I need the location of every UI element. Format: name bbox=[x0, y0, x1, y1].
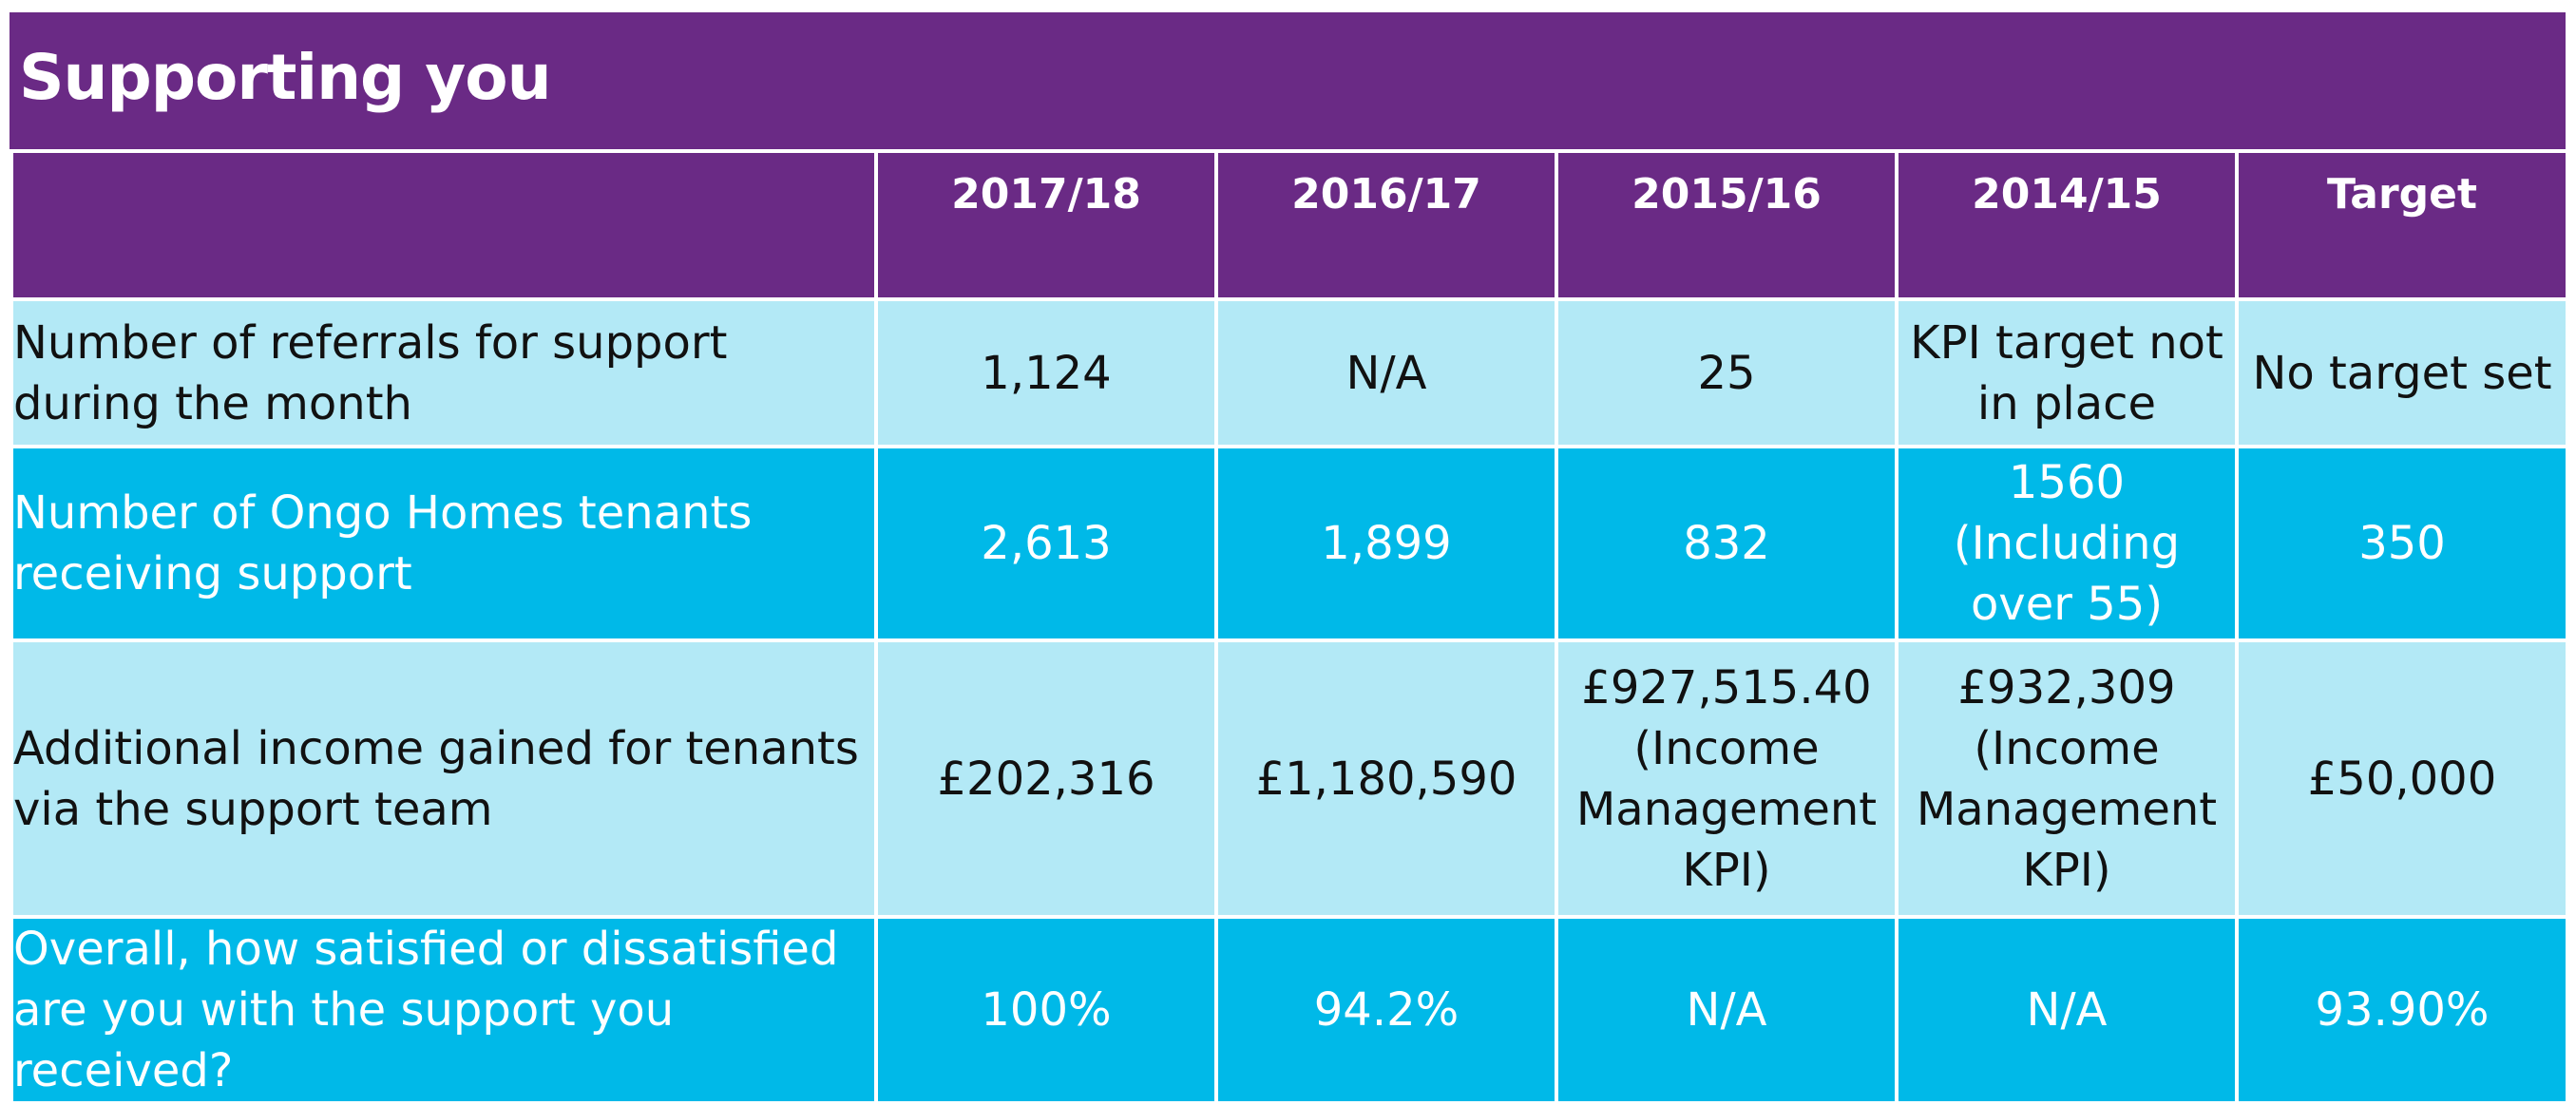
cell-text: 1,899 bbox=[1321, 517, 1452, 570]
cell-text: 1560 bbox=[2008, 456, 2126, 509]
cell-text: 94.2% bbox=[1313, 983, 1460, 1037]
cell-text: 832 bbox=[1683, 517, 1770, 570]
cell-2014-15: £932,309 (Income Management KPI) bbox=[1895, 638, 2239, 919]
cell-text: 100% bbox=[981, 983, 1112, 1037]
cell-target: 93.90% bbox=[2235, 915, 2569, 1105]
cell-text: 1,124 bbox=[981, 346, 1112, 400]
cell-text: £1,180,590 bbox=[1255, 752, 1517, 806]
table-row: Additional income gained for tenants via… bbox=[10, 638, 2569, 919]
row-label-line: during the month bbox=[13, 376, 412, 430]
cell-2015-16: N/A bbox=[1555, 915, 1899, 1105]
cell-2014-15: 1560 (Including over 55) bbox=[1895, 445, 2239, 642]
cell-2017-18: £202,316 bbox=[874, 638, 1218, 919]
cell-text: N/A bbox=[1345, 346, 1427, 400]
header-cell-2014-15: 2014/15 bbox=[1895, 149, 2239, 301]
cell-text: (Income bbox=[1633, 721, 1820, 775]
cell-2014-15: N/A bbox=[1895, 915, 2239, 1105]
cell-2017-18: 2,613 bbox=[874, 445, 1218, 642]
header-cell-2015-16: 2015/16 bbox=[1555, 149, 1899, 301]
row-label: Overall, how satisfied or dissatisfied a… bbox=[10, 915, 878, 1105]
row-label-line: are you with the support you received? bbox=[13, 983, 675, 1097]
header-cell-2016-17: 2016/17 bbox=[1214, 149, 1558, 301]
cell-target: £50,000 bbox=[2235, 638, 2569, 919]
row-label: Number of Ongo Homes tenants receiving s… bbox=[10, 445, 878, 642]
cell-text: (Including bbox=[1953, 517, 2181, 570]
row-label: Number of referrals for support during t… bbox=[10, 297, 878, 448]
cell-text: in place bbox=[1976, 376, 2157, 430]
cell-text: £50,000 bbox=[2307, 752, 2497, 806]
cell-2015-16: 25 bbox=[1555, 297, 1899, 448]
row-label-line: Overall, how satisfied or dissatisfied bbox=[13, 923, 839, 976]
cell-text: 2,613 bbox=[981, 517, 1112, 570]
cell-text: N/A bbox=[2026, 983, 2108, 1037]
cell-text: £927,515.40 bbox=[1581, 660, 1872, 714]
cell-text: Management bbox=[1916, 782, 2218, 836]
cell-text: (Income bbox=[1974, 721, 2160, 775]
page-title: Supporting you bbox=[19, 40, 552, 114]
header-cell-target: Target bbox=[2235, 149, 2569, 301]
header-cell-label bbox=[10, 149, 878, 301]
cell-2015-16: £927,515.40 (Income Management KPI) bbox=[1555, 638, 1899, 919]
cell-target: 350 bbox=[2235, 445, 2569, 642]
cell-text: KPI) bbox=[1682, 843, 1771, 897]
header-cell-2017-18: 2017/18 bbox=[874, 149, 1218, 301]
cell-text: 93.90% bbox=[2315, 983, 2490, 1037]
cell-text: Management bbox=[1575, 782, 1878, 836]
table-row: Number of Ongo Homes tenants receiving s… bbox=[10, 445, 2569, 642]
cell-text: £202,316 bbox=[937, 752, 1155, 806]
table-row: Number of referrals for support during t… bbox=[10, 297, 2569, 448]
row-label: Additional income gained for tenants via… bbox=[10, 638, 878, 919]
row-label-line: Number of Ongo Homes tenants bbox=[13, 486, 753, 540]
table-row: Overall, how satisfied or dissatisfied a… bbox=[10, 915, 2569, 1105]
row-label-line: receiving support bbox=[13, 547, 412, 600]
cell-2014-15: KPI target not in place bbox=[1895, 297, 2239, 448]
row-label-line: Number of referrals for support bbox=[13, 315, 728, 370]
cell-2016-17: 1,899 bbox=[1214, 445, 1558, 642]
title-bar: Supporting you bbox=[10, 12, 2566, 149]
row-label-line: Additional income gained for tenants bbox=[13, 721, 859, 775]
cell-text: KPI) bbox=[2022, 843, 2111, 897]
cell-2017-18: 100% bbox=[874, 915, 1218, 1105]
table-header-row: 2017/18 2016/17 2015/16 2014/15 Target bbox=[10, 149, 2569, 301]
kpi-table: 2017/18 2016/17 2015/16 2014/15 Target N… bbox=[10, 149, 2569, 1105]
cell-text: over 55) bbox=[1970, 578, 2164, 631]
cell-2015-16: 832 bbox=[1555, 445, 1899, 642]
row-label-line: via the support team bbox=[13, 782, 493, 836]
cell-2016-17: N/A bbox=[1214, 297, 1558, 448]
cell-text: 25 bbox=[1697, 346, 1756, 400]
cell-text: KPI target not bbox=[1910, 315, 2223, 370]
cell-text: 350 bbox=[2358, 517, 2446, 570]
cell-target: No target set bbox=[2235, 297, 2569, 448]
cell-text: No target set bbox=[2252, 346, 2552, 400]
cell-2017-18: 1,124 bbox=[874, 297, 1218, 448]
cell-2016-17: £1,180,590 bbox=[1214, 638, 1558, 919]
cell-2016-17: 94.2% bbox=[1214, 915, 1558, 1105]
cell-text: N/A bbox=[1686, 983, 1767, 1037]
cell-text: £932,309 bbox=[1957, 660, 2176, 714]
